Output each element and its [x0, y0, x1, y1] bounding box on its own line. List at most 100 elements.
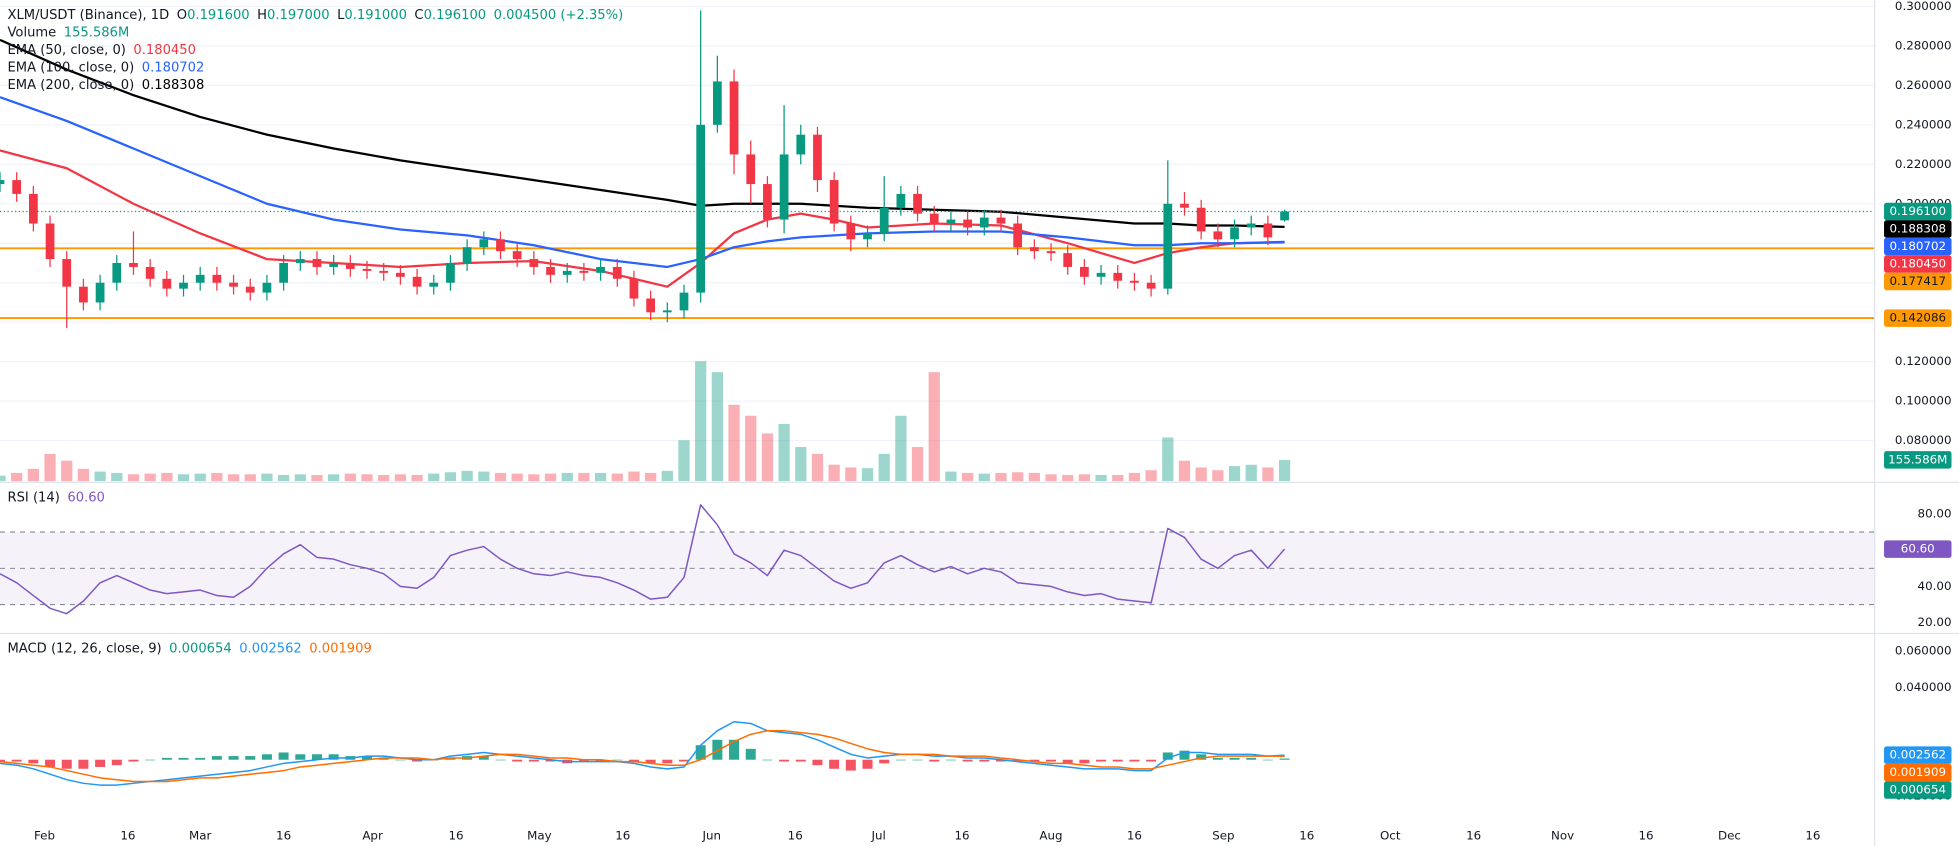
- axis-label: 0.177417: [1889, 274, 1946, 288]
- candle-body: [729, 81, 739, 155]
- x-tick-label: 16: [1127, 828, 1142, 842]
- axis-label: 0.002562: [1889, 748, 1946, 762]
- macd-histogram-bar: [478, 756, 489, 760]
- candle-body: [1163, 203, 1173, 289]
- candle-body: [262, 282, 272, 293]
- candle-body: [829, 180, 839, 224]
- macd-value: 0.002562: [239, 641, 302, 656]
- macd-histogram-bar: [628, 759, 639, 762]
- candle-body: [1213, 231, 1223, 240]
- candle-body: [779, 154, 789, 220]
- volume-bar: [94, 471, 106, 482]
- candle-body: [1080, 266, 1089, 277]
- candle-body: [429, 282, 439, 287]
- volume-bar: [878, 453, 890, 482]
- volume-bar: [378, 474, 390, 482]
- volume-bar: [261, 473, 273, 482]
- volume-bar: [511, 473, 523, 482]
- candle-body: [863, 233, 872, 240]
- axis-label: 155.586M: [1888, 452, 1947, 466]
- volume-bar: [1278, 459, 1291, 482]
- y-tick-label: 80.00: [1918, 506, 1952, 520]
- macd-histogram-bar: [1212, 757, 1223, 760]
- volume-bar: [494, 472, 507, 482]
- volume-bar: [244, 474, 256, 482]
- x-tick-label: Dec: [1718, 828, 1741, 842]
- candle-body: [446, 262, 455, 283]
- volume-bar: [961, 472, 974, 482]
- candle-body: [129, 262, 138, 267]
- y-tick-label: 0.120000: [1895, 354, 1952, 368]
- candle-body: [1263, 223, 1273, 238]
- candle-body: [796, 134, 806, 155]
- volume-bar: [344, 473, 356, 482]
- ema-name: EMA (50, close, 0): [7, 43, 125, 58]
- volume-bar: [211, 472, 223, 482]
- candle-body: [1046, 251, 1056, 254]
- volume-bar: [1262, 467, 1274, 482]
- volume-bar: [277, 474, 290, 482]
- volume-bar: [895, 415, 907, 482]
- candle-body: [345, 262, 355, 269]
- volume-bar: [528, 474, 540, 482]
- axis-label-box: [1884, 781, 1952, 799]
- volume-bar: [361, 474, 373, 482]
- x-tick-label: May: [527, 828, 552, 842]
- macd-histogram-bar: [879, 759, 890, 764]
- candle-body: [596, 266, 605, 273]
- y-tick-label: 0.100000: [1895, 394, 1952, 408]
- macd-histogram-bar: [1012, 759, 1023, 762]
- x-tick-label: Jun: [702, 828, 722, 842]
- candle-body: [295, 259, 305, 263]
- macd-histogram-bar: [311, 754, 322, 760]
- macd-histogram-bar: [595, 759, 606, 762]
- volume-bar: [578, 472, 590, 482]
- volume-bar: [227, 474, 240, 482]
- macd-histogram-bar: [1246, 757, 1257, 760]
- macd-histogram-bar: [1279, 758, 1290, 760]
- macd-histogram-bar: [745, 748, 756, 760]
- x-tick-label: Feb: [34, 828, 55, 842]
- candle-body: [763, 184, 772, 220]
- macd-histogram-bar: [712, 739, 723, 760]
- macd-histogram-bar: [362, 756, 373, 760]
- macd-histogram-bar: [61, 759, 72, 769]
- volume-bar: [628, 471, 640, 482]
- x-tick-label: Oct: [1380, 828, 1401, 842]
- candle-body: [62, 259, 72, 287]
- axis-label-box: [1884, 451, 1952, 469]
- macd-histogram-bar: [328, 754, 339, 760]
- macd-histogram-bar: [378, 757, 389, 760]
- macd-histogram-bar: [528, 759, 539, 762]
- axis-label: 0.001909: [1889, 765, 1946, 779]
- macd-histogram-bar: [895, 759, 906, 761]
- volume-bar: [778, 423, 790, 482]
- candle-body: [512, 251, 522, 260]
- ema-line: [0, 96, 1285, 269]
- x-tick-label: Nov: [1551, 828, 1574, 842]
- candle-body: [362, 268, 372, 271]
- volume-bar: [1145, 470, 1157, 482]
- ohlc-value: 0.191600: [187, 8, 250, 23]
- candle-body: [1013, 223, 1023, 248]
- axis-label: 0.180450: [1889, 256, 1946, 270]
- volume-bar: [861, 468, 874, 482]
- macd-histogram-bar: [128, 759, 139, 762]
- candle-body: [45, 223, 55, 260]
- volume-bar: [61, 460, 73, 482]
- axis-label-box: [1884, 309, 1952, 327]
- legend-line: XLM/USDT (Binance), 1D O0.191600 H0.197000…: [7, 8, 623, 23]
- volume-bar: [1228, 466, 1241, 482]
- macd-histogram-bar: [228, 756, 239, 760]
- candle-body: [195, 274, 205, 283]
- candle-body: [712, 81, 722, 125]
- candle-body: [312, 259, 322, 267]
- macd-histogram-bar: [1029, 759, 1040, 762]
- macd-histogram-bar: [1096, 759, 1107, 762]
- macd-histogram-bar: [662, 759, 673, 764]
- volume-bar: [761, 433, 774, 482]
- axis-label: 0.196100: [1889, 204, 1946, 218]
- macd-histogram-bar: [795, 759, 806, 762]
- candle-body: [145, 266, 155, 279]
- axis-label-box: [1884, 540, 1952, 558]
